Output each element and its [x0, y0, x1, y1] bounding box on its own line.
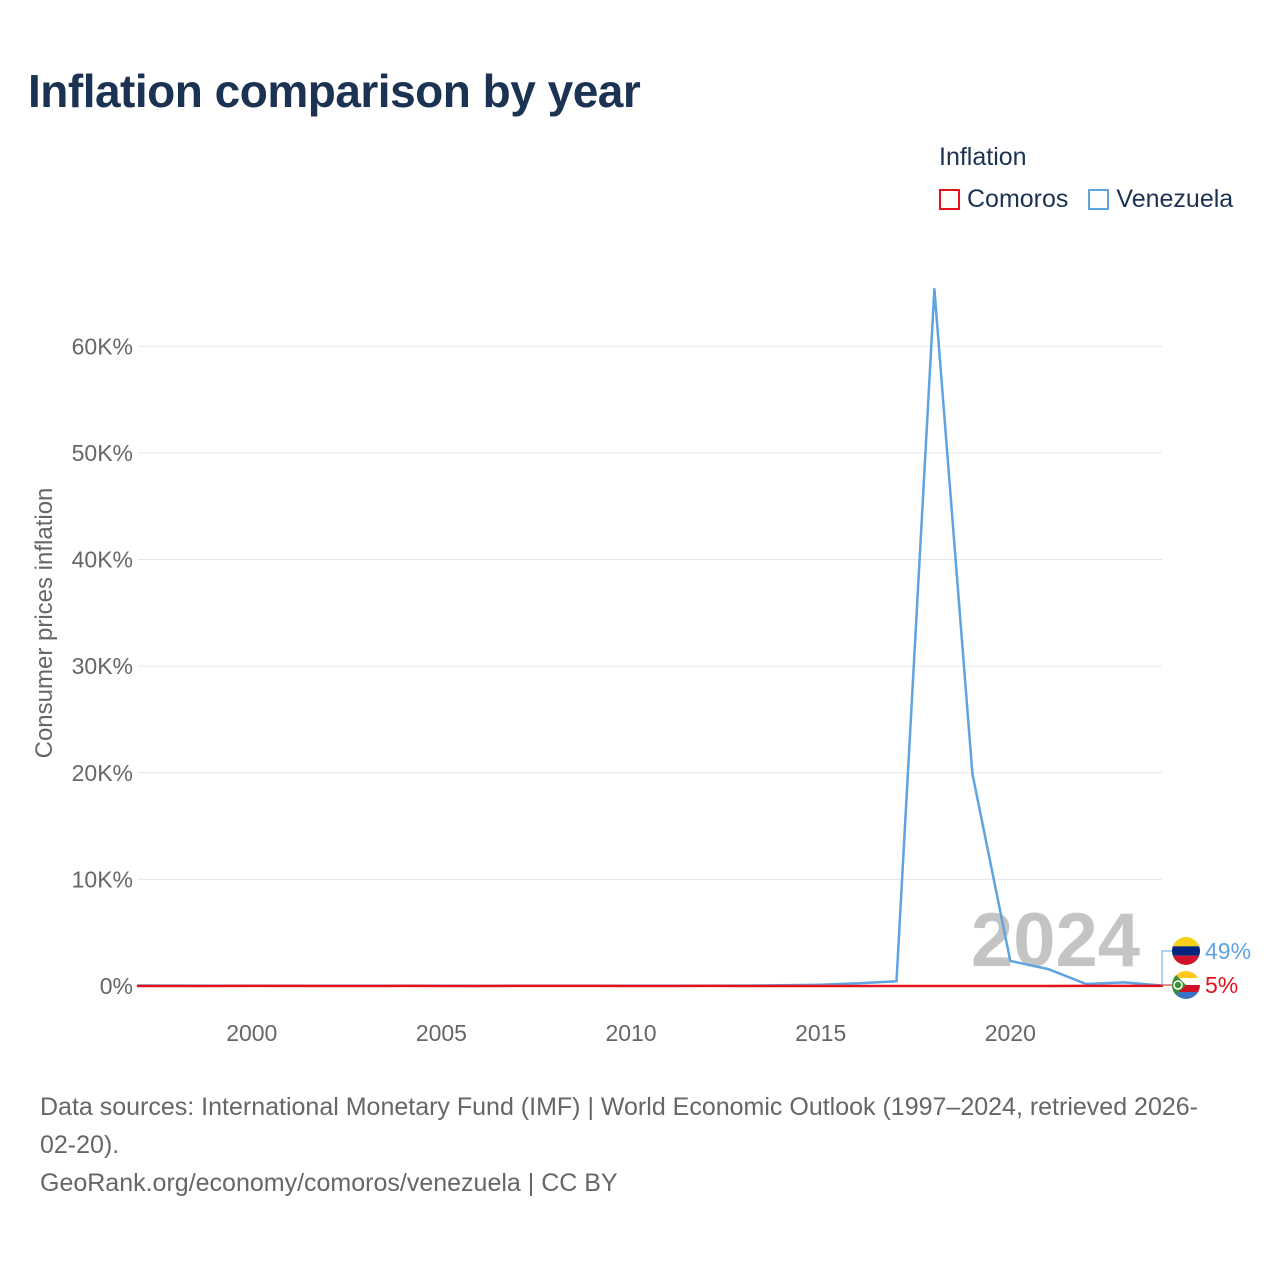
- flag-icon-comoros: [1172, 971, 1200, 999]
- y-tick-label: 40K%: [72, 547, 133, 573]
- x-tick-label: 2015: [795, 1020, 846, 1046]
- y-tick-label: 50K%: [72, 440, 133, 466]
- series-line-venezuela: [136, 287, 1164, 988]
- footer-source-line2: 02-20).: [40, 1131, 120, 1159]
- y-tick-label: 20K%: [72, 760, 133, 786]
- end-label-comoros: 5%: [1205, 972, 1238, 998]
- legend: Comoros Venezuela: [939, 185, 1253, 214]
- end-connector-comoros: [1161, 984, 1172, 986]
- footer-source-line1: Data sources: International Monetary Fun…: [40, 1093, 1198, 1121]
- legend-swatch-comoros: [939, 189, 960, 210]
- y-axis-label: Consumer prices inflation: [31, 488, 58, 759]
- year-watermark: 2024: [971, 898, 1140, 983]
- y-tick-label: 0%: [100, 973, 133, 999]
- y-tick-label: 60K%: [72, 333, 133, 359]
- y-tick-label: 10K%: [72, 866, 133, 892]
- end-label-venezuela: 49%: [1205, 938, 1251, 964]
- x-tick-label: 2005: [416, 1020, 467, 1046]
- line-chart: Consumer prices inflation 0% 10K% 20K% 30K%…: [31, 287, 1251, 1046]
- legend-swatch-venezuela: [1088, 189, 1110, 210]
- legend-label-venezuela: Venezuela: [1116, 185, 1234, 213]
- x-tick-label: 2000: [226, 1020, 277, 1046]
- x-tick-label: 2020: [985, 1020, 1036, 1046]
- legend-item-comoros[interactable]: Comoros: [939, 185, 1068, 214]
- x-tick-label: 2010: [605, 1020, 656, 1046]
- end-connector-venezuela: [1161, 950, 1172, 986]
- legend-label-comoros: Comoros: [967, 185, 1069, 213]
- chart-title: Inflation comparison by year: [28, 65, 641, 117]
- legend-title: Inflation: [939, 143, 1027, 171]
- legend-item-venezuela[interactable]: Venezuela: [1088, 185, 1233, 214]
- footer: Data sources: International Monetary Fun…: [40, 1088, 1250, 1202]
- y-tick-label: 30K%: [72, 653, 133, 679]
- flag-icon-venezuela: [1172, 937, 1200, 965]
- footer-attribution[interactable]: GeoRank.org/economy/comoros/venezuela | …: [40, 1169, 618, 1197]
